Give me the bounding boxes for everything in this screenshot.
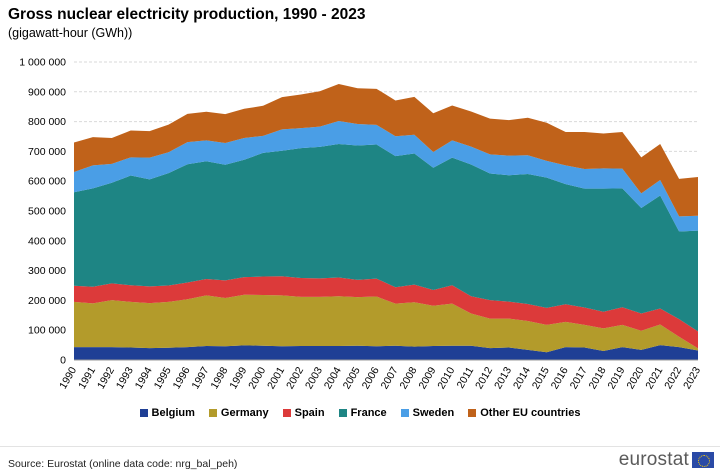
stacked-area-chart: 0 100 000 200 000 300 000 400 000 500 000 600 … [19,57,703,392]
x-tick-label: 2003 [303,365,325,391]
x-tick-label: 2001 [265,365,287,391]
x-tick-label: 2017 [568,365,590,391]
y-tick-label: 200 000 [28,295,66,307]
x-tick-label: 2014 [511,365,533,391]
x-tick-label: 1992 [95,365,117,391]
legend-swatch [208,409,217,417]
legend-item: Other EU countries [468,407,580,419]
y-tick-label: 800 000 [28,116,66,128]
y-tick-label: 400 000 [28,235,66,247]
x-tick-label: 2023 [681,365,703,391]
legend-label: Belgium [151,407,195,419]
x-tick-label: 2013 [492,365,514,391]
area-spain [74,276,698,349]
x-tick-label: 2000 [246,365,268,391]
legend-item: Sweden [400,407,455,419]
x-tick-label: 1997 [189,365,211,391]
x-tick-label: 2020 [624,365,646,391]
x-tick-label: 1999 [227,365,249,391]
chart-subtitle: (gigawatt-hour (GWh)) [8,26,133,40]
y-tick-label: 900 000 [28,86,66,98]
legend-label: Spain [294,407,325,419]
x-tick-label: 2002 [284,365,306,391]
area-sweden [74,121,698,232]
legend-item: France [338,407,387,419]
x-tick-label: 1996 [171,365,193,391]
x-tick-label: 1995 [152,365,174,391]
x-tick-label: 2011 [455,365,477,391]
y-tick-label: 600 000 [28,176,66,188]
x-tick-label: 1998 [208,365,230,391]
legend-item: Germany [208,407,269,419]
x-tick-label: 2004 [322,365,344,391]
x-tick-label: 2005 [341,365,363,391]
chart-title: Gross nuclear electricity production, 19… [8,6,366,23]
source-note: Source: Eurostat (online data code: nrg_… [8,458,238,470]
legend-label: France [350,407,387,419]
legend-swatch [139,409,148,417]
x-tick-label: 1993 [114,365,136,391]
legend-item: Spain [282,407,325,419]
area-belgium [74,345,698,360]
x-tick-label: 2021 [643,365,665,391]
x-tick-label: 2012 [473,365,495,391]
x-tick-label: 2007 [379,365,401,391]
legend-swatch [400,409,409,417]
x-tick-label: 2016 [549,365,571,391]
y-tick-label: 300 000 [28,265,66,277]
x-tick-label: 2010 [435,365,457,391]
y-tick-label: 700 000 [28,146,66,158]
legend-swatch [468,409,477,417]
legend-item: Belgium [139,407,195,419]
legend-label: Other EU countries [480,407,581,419]
logo-text: eurostat [618,449,689,470]
area-other-eu-countries [74,84,698,217]
chart-legend: Belgium Germany Spain France Sweden Other EU … [0,407,720,419]
y-tick-label: 100 000 [28,325,66,337]
y-tick-label: 500 000 [28,206,66,218]
x-tick-label: 2018 [587,365,609,391]
x-tick-label: 2008 [397,365,419,391]
y-tick-label: 1 000 000 [19,57,66,69]
x-tick-label: 2022 [662,365,684,391]
area-germany [74,294,698,353]
x-tick-label: 1990 [57,365,79,391]
x-tick-label: 1994 [133,365,155,391]
x-tick-label: 1991 [76,365,98,391]
y-tick-label: 0 [60,355,66,367]
legend-label: Sweden [412,407,455,419]
x-tick-label: 2009 [416,365,438,391]
legend-label: Germany [220,407,269,419]
legend-swatch [282,409,291,417]
area-france [74,143,698,332]
x-tick-label: 2015 [530,365,552,391]
legend-swatch [338,409,347,417]
eu-flag-icon [692,452,714,468]
x-tick-label: 2019 [605,365,627,391]
x-tick-label: 2006 [360,365,382,391]
footer-divider [0,446,720,447]
eurostat-logo[interactable]: eurostat [619,449,714,471]
